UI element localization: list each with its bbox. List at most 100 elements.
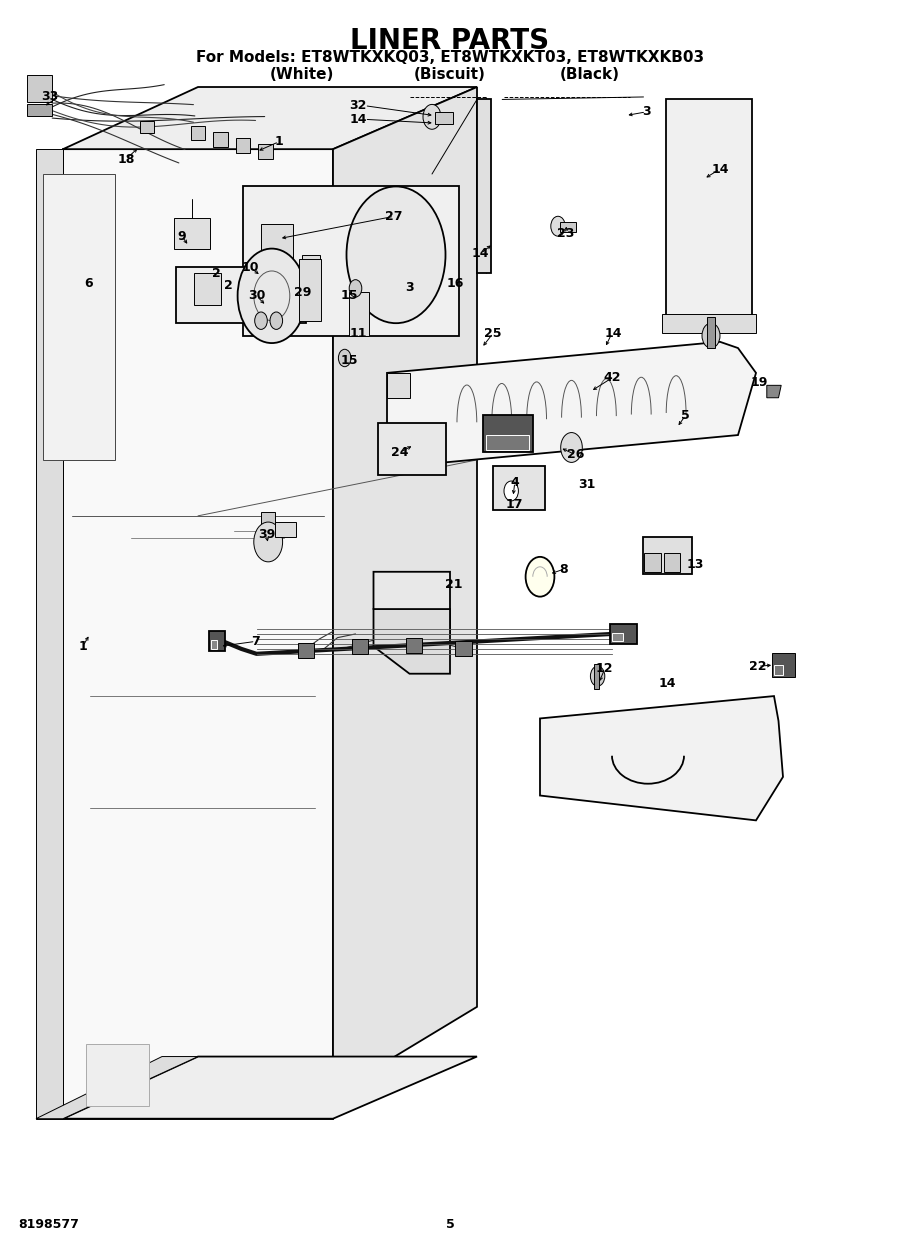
Circle shape — [526, 557, 554, 597]
Polygon shape — [493, 466, 544, 510]
Text: 31: 31 — [578, 479, 596, 491]
Polygon shape — [63, 149, 333, 1119]
Bar — [54, 271, 67, 286]
Text: 5: 5 — [446, 1218, 454, 1231]
Bar — [191, 126, 205, 140]
Text: LINER PARTS: LINER PARTS — [350, 27, 550, 56]
Bar — [594, 664, 599, 689]
Bar — [213, 132, 228, 147]
Polygon shape — [333, 87, 477, 1094]
Bar — [435, 112, 453, 124]
Circle shape — [255, 312, 267, 329]
Polygon shape — [374, 572, 450, 634]
Text: 15: 15 — [340, 290, 358, 302]
Bar — [378, 423, 446, 475]
Bar — [483, 415, 533, 452]
Text: 11: 11 — [349, 327, 367, 339]
Text: 26: 26 — [567, 449, 585, 461]
Bar — [774, 665, 783, 675]
Text: 14: 14 — [472, 247, 490, 260]
Circle shape — [346, 186, 446, 323]
Text: 7: 7 — [251, 635, 260, 648]
Polygon shape — [767, 385, 781, 398]
Circle shape — [702, 323, 720, 348]
Circle shape — [238, 249, 306, 343]
Bar — [477, 99, 490, 273]
Text: 24: 24 — [391, 446, 409, 459]
Text: 14: 14 — [659, 677, 677, 690]
Text: 42: 42 — [603, 372, 621, 384]
Text: 18: 18 — [117, 153, 135, 165]
Text: 39: 39 — [257, 528, 275, 541]
Bar — [261, 224, 292, 261]
Text: 4: 4 — [510, 476, 519, 488]
Text: 2: 2 — [212, 267, 220, 280]
Text: 25: 25 — [484, 327, 502, 339]
Circle shape — [590, 666, 605, 686]
Bar — [352, 639, 368, 654]
Bar — [664, 553, 680, 572]
Text: 13: 13 — [686, 558, 704, 571]
Text: 3: 3 — [642, 106, 651, 118]
Bar — [349, 292, 369, 336]
Bar — [486, 435, 529, 450]
Bar — [612, 633, 623, 641]
Bar — [174, 218, 210, 249]
Bar — [274, 522, 296, 537]
Bar — [86, 553, 323, 1044]
Polygon shape — [387, 373, 410, 398]
Text: 3: 3 — [405, 281, 414, 293]
Circle shape — [504, 481, 518, 501]
Circle shape — [551, 216, 565, 236]
Text: 33: 33 — [40, 91, 58, 103]
Bar — [643, 537, 692, 574]
Bar — [258, 144, 273, 159]
Text: 15: 15 — [340, 354, 358, 367]
Text: For Models: ET8WTKXKQ03, ET8WTKXKT03, ET8WTKXKB03: For Models: ET8WTKXKQ03, ET8WTKXKT03, ET… — [196, 50, 704, 65]
Bar — [209, 631, 225, 651]
Text: 14: 14 — [605, 327, 623, 339]
Bar — [298, 643, 314, 658]
Text: 1: 1 — [274, 135, 284, 148]
Text: (White): (White) — [269, 67, 334, 82]
Bar — [455, 641, 472, 656]
Text: (Biscuit): (Biscuit) — [414, 67, 486, 82]
Text: 6: 6 — [84, 277, 93, 290]
Bar — [236, 138, 250, 153]
Text: 22: 22 — [749, 660, 767, 672]
Text: 5: 5 — [681, 409, 690, 421]
Polygon shape — [36, 1057, 198, 1119]
Bar — [261, 512, 275, 549]
Bar — [261, 280, 288, 305]
Circle shape — [423, 104, 441, 129]
Bar — [406, 638, 422, 653]
Text: 10: 10 — [241, 261, 259, 273]
Text: 8: 8 — [559, 563, 568, 576]
Bar — [27, 75, 52, 102]
Polygon shape — [540, 696, 783, 820]
Circle shape — [254, 522, 283, 562]
Bar — [772, 653, 795, 677]
Text: 27: 27 — [385, 210, 403, 222]
Text: 19: 19 — [751, 377, 769, 389]
Polygon shape — [374, 609, 450, 674]
Text: 16: 16 — [446, 277, 464, 290]
Polygon shape — [86, 1044, 148, 1106]
Polygon shape — [63, 1057, 477, 1119]
Bar — [243, 186, 459, 336]
Bar — [54, 245, 67, 267]
Bar — [211, 640, 217, 649]
Text: 14: 14 — [711, 163, 729, 175]
Polygon shape — [387, 342, 756, 466]
Circle shape — [349, 280, 362, 297]
Bar — [666, 99, 752, 323]
Bar — [299, 259, 321, 321]
Bar — [27, 104, 52, 116]
Text: 1: 1 — [78, 640, 87, 653]
Circle shape — [338, 349, 351, 367]
Bar — [50, 273, 72, 311]
Text: 30: 30 — [248, 290, 266, 302]
Bar — [176, 267, 306, 323]
Text: 17: 17 — [506, 498, 524, 511]
Bar — [707, 317, 715, 348]
